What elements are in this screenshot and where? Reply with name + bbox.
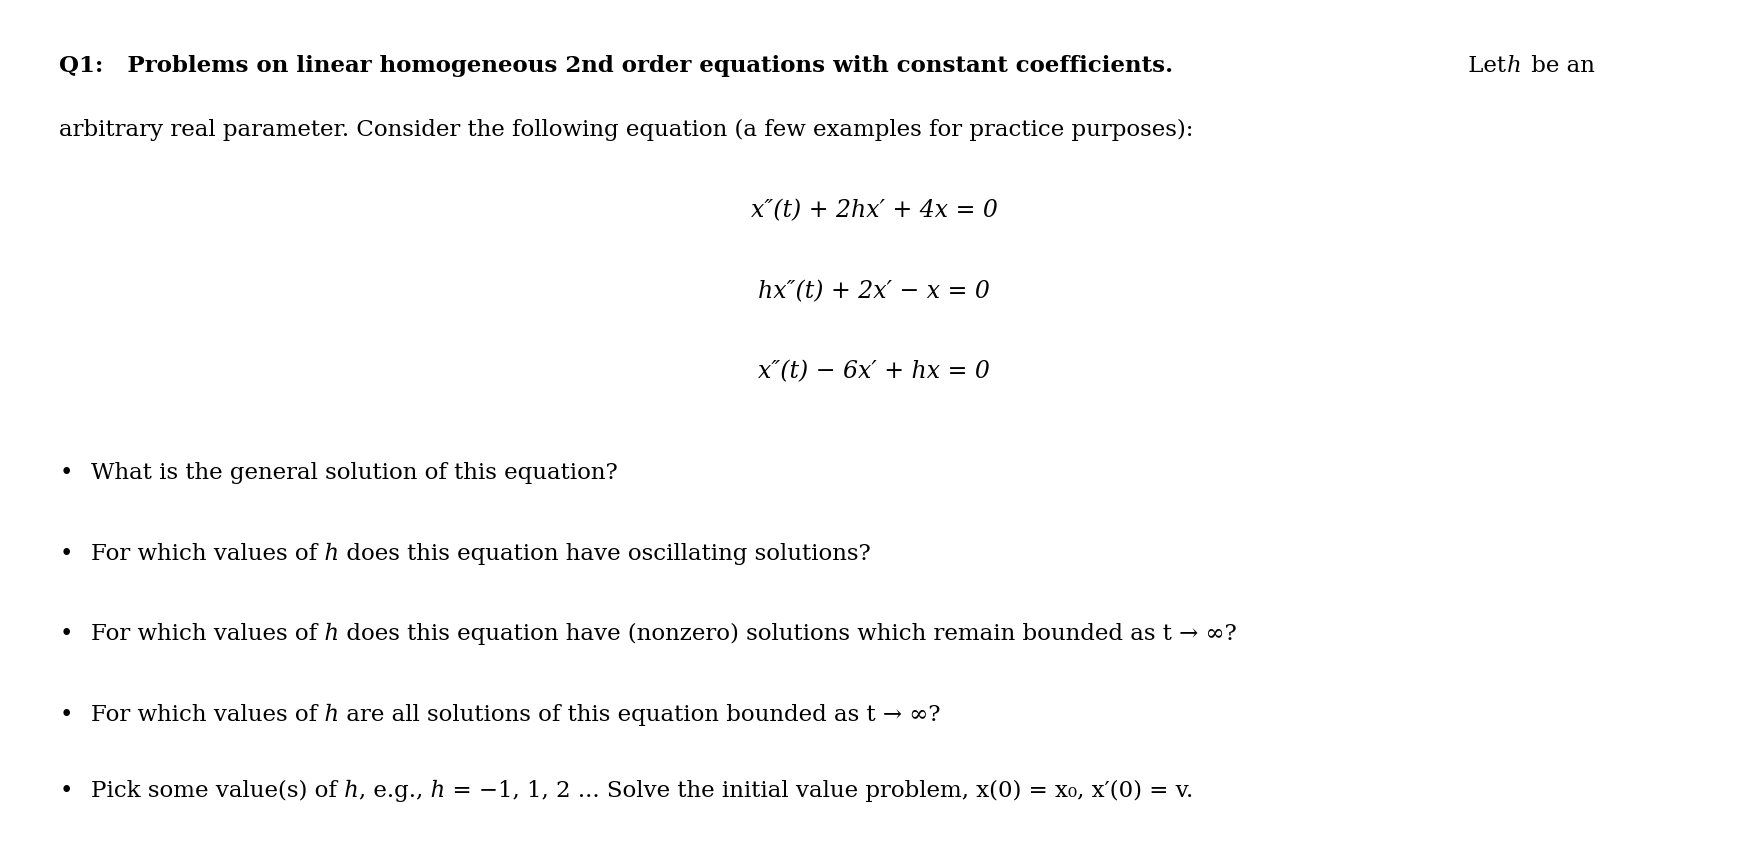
Text: h: h (1507, 55, 1521, 77)
Text: For which values of ℎ does this equation have (nonzero) solutions which remain b: For which values of ℎ does this equation… (91, 623, 1236, 645)
Text: x″(t) + 2hx′ + 4x = 0: x″(t) + 2hx′ + 4x = 0 (750, 199, 998, 222)
Text: •: • (59, 623, 73, 645)
Text: •: • (59, 704, 73, 726)
Text: Let: Let (1461, 55, 1514, 77)
Text: •: • (59, 462, 73, 484)
Text: be an: be an (1524, 55, 1596, 77)
Text: arbitrary real parameter. Consider the following equation (a few examples for pr: arbitrary real parameter. Consider the f… (59, 119, 1194, 141)
Text: For which values of ℎ are all solutions of this equation bounded as t → ∞?: For which values of ℎ are all solutions … (91, 704, 940, 726)
Text: •: • (59, 543, 73, 565)
Text: x″(t) − 6x′ + hx = 0: x″(t) − 6x′ + hx = 0 (759, 360, 989, 383)
Text: Pick some value(s) of ℎ, e.g., ℎ = −1, 1, 2 ... Solve the initial value problem,: Pick some value(s) of ℎ, e.g., ℎ = −1, 1… (91, 780, 1194, 802)
Text: For which values of ℎ does this equation have oscillating solutions?: For which values of ℎ does this equation… (91, 543, 871, 565)
Text: hx″(t) + 2x′ − x = 0: hx″(t) + 2x′ − x = 0 (759, 280, 989, 303)
Text: What is the general solution of this equation?: What is the general solution of this equ… (91, 462, 617, 484)
Text: Q1:   Problems on linear homogeneous 2nd order equations with constant coefficie: Q1: Problems on linear homogeneous 2nd o… (59, 55, 1173, 77)
Text: •: • (59, 780, 73, 802)
